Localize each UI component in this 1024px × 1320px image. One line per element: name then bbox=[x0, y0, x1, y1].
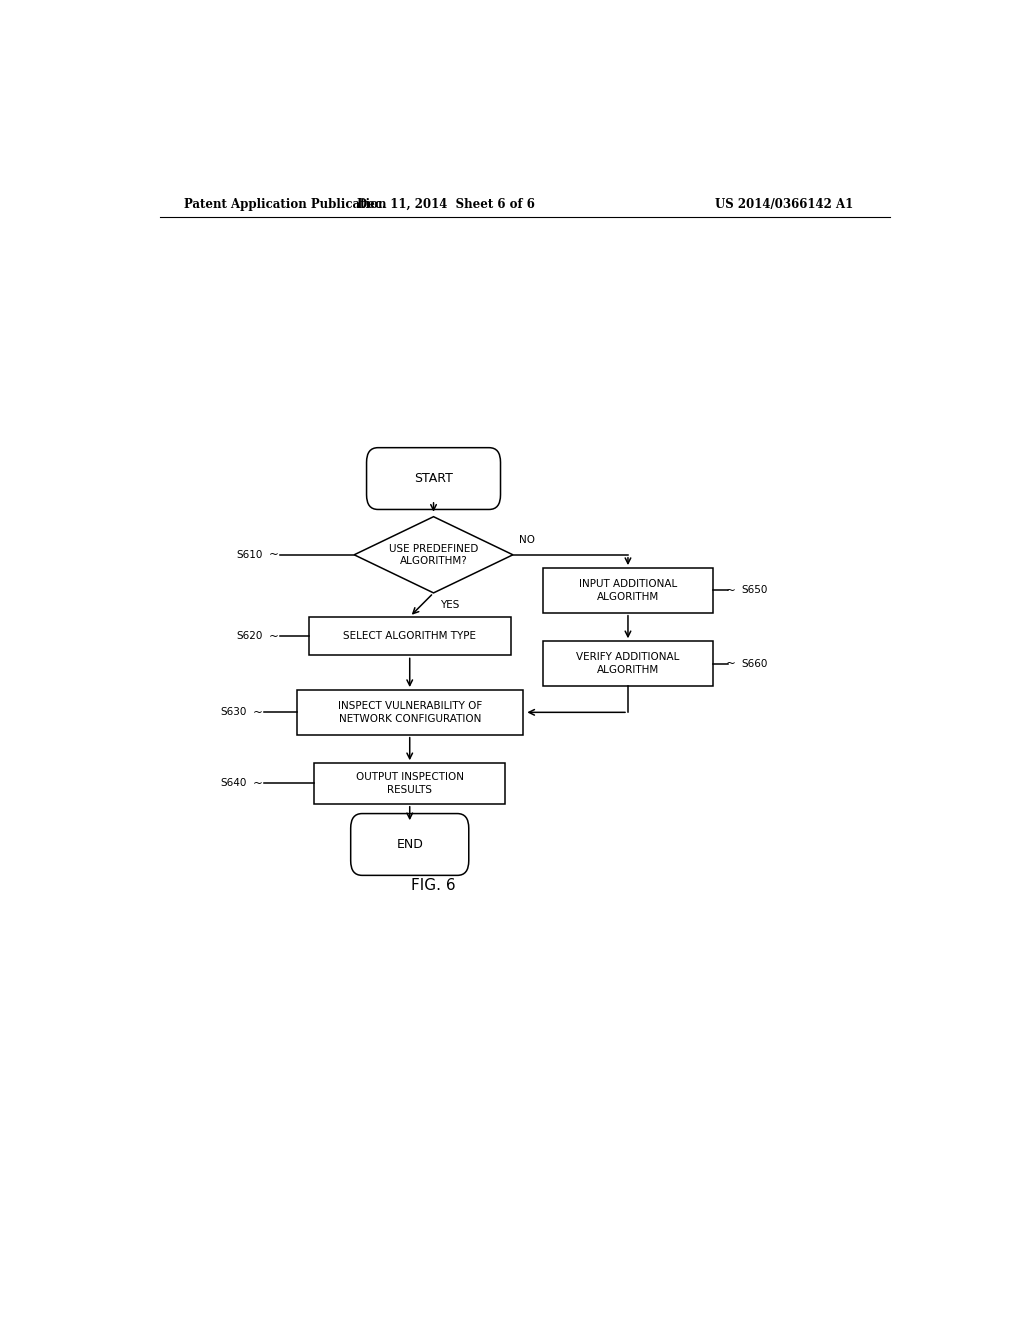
Bar bbox=[314, 763, 505, 804]
Text: YES: YES bbox=[440, 601, 459, 610]
Text: ~: ~ bbox=[268, 630, 279, 643]
FancyBboxPatch shape bbox=[350, 813, 469, 875]
Text: S630: S630 bbox=[220, 708, 247, 717]
Text: END: END bbox=[396, 838, 423, 851]
Bar bbox=[308, 616, 511, 656]
Text: INPUT ADDITIONAL
ALGORITHM: INPUT ADDITIONAL ALGORITHM bbox=[579, 579, 677, 602]
Text: S620: S620 bbox=[237, 631, 263, 642]
Text: S650: S650 bbox=[741, 585, 768, 595]
Text: S610: S610 bbox=[237, 550, 263, 560]
FancyBboxPatch shape bbox=[367, 447, 501, 510]
Text: ~: ~ bbox=[726, 583, 735, 597]
Text: US 2014/0366142 A1: US 2014/0366142 A1 bbox=[715, 198, 854, 211]
Polygon shape bbox=[354, 516, 513, 593]
Text: ~: ~ bbox=[268, 548, 279, 561]
Text: OUTPUT INSPECTION
RESULTS: OUTPUT INSPECTION RESULTS bbox=[355, 772, 464, 795]
Text: FIG. 6: FIG. 6 bbox=[412, 878, 456, 892]
Text: ~: ~ bbox=[726, 657, 735, 671]
Text: ~: ~ bbox=[253, 777, 262, 789]
Text: INSPECT VULNERABILITY OF
NETWORK CONFIGURATION: INSPECT VULNERABILITY OF NETWORK CONFIGU… bbox=[338, 701, 482, 723]
Bar bbox=[543, 568, 714, 612]
Text: START: START bbox=[414, 473, 453, 484]
Bar bbox=[543, 642, 714, 686]
Text: VERIFY ADDITIONAL
ALGORITHM: VERIFY ADDITIONAL ALGORITHM bbox=[577, 652, 680, 675]
Text: Patent Application Publication: Patent Application Publication bbox=[183, 198, 386, 211]
Text: NO: NO bbox=[519, 535, 536, 545]
Text: Dec. 11, 2014  Sheet 6 of 6: Dec. 11, 2014 Sheet 6 of 6 bbox=[356, 198, 535, 211]
Bar bbox=[297, 690, 523, 735]
Text: ~: ~ bbox=[253, 706, 262, 719]
Text: SELECT ALGORITHM TYPE: SELECT ALGORITHM TYPE bbox=[343, 631, 476, 642]
Text: S640: S640 bbox=[220, 779, 247, 788]
Text: S660: S660 bbox=[741, 659, 768, 668]
Text: USE PREDEFINED
ALGORITHM?: USE PREDEFINED ALGORITHM? bbox=[389, 544, 478, 566]
